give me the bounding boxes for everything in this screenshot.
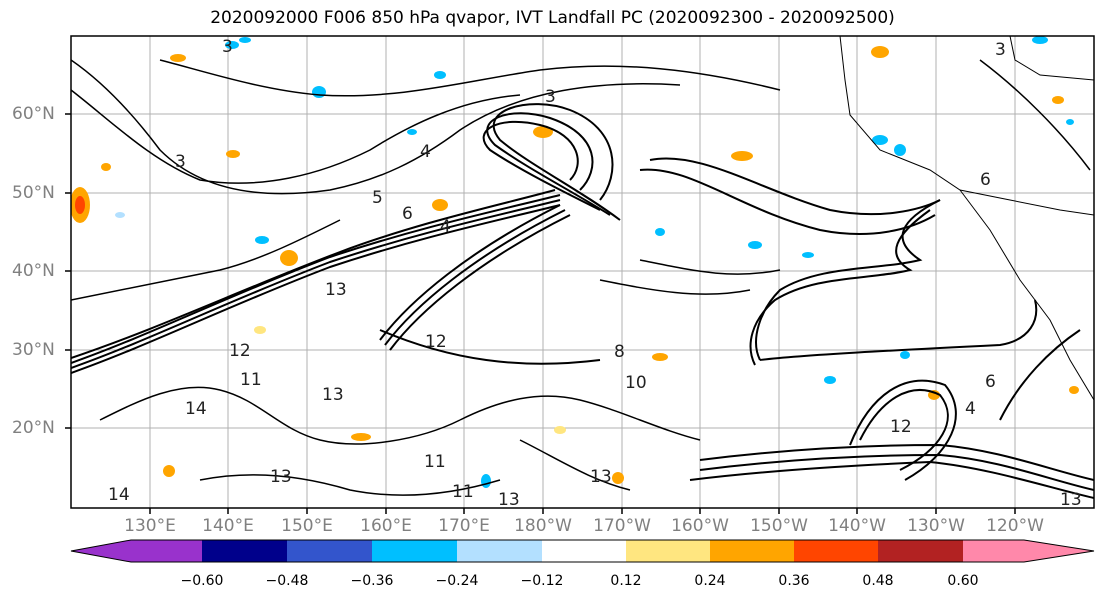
contour-label: 10 [625, 373, 647, 393]
contour-label: 3 [222, 37, 233, 57]
colorbar-tick: 0.24 [694, 573, 726, 589]
qvapor-shading [71, 36, 1079, 488]
contour-label: 13 [322, 385, 344, 405]
colorbar-tick: 0.12 [610, 573, 642, 589]
contour-label: 13 [498, 490, 520, 510]
colorbar-swatch [372, 540, 457, 562]
contour-label: 13 [1060, 490, 1082, 510]
contour-label: 5 [372, 188, 383, 208]
colorbar-tick: −0.12 [520, 573, 564, 589]
colorbar-tick: 0.36 [778, 573, 810, 589]
colorbar-swatch [287, 540, 372, 562]
lon-label: 150°E [281, 516, 333, 536]
map-frame [70, 35, 1095, 509]
colorbar-swatch [794, 540, 878, 562]
colorbar-swatch [202, 540, 287, 562]
lon-label: 150°W [750, 516, 808, 536]
contour-label: 14 [108, 485, 130, 505]
contour-label: 13 [590, 467, 612, 487]
contour-label: 11 [240, 370, 262, 390]
lat-label: 40°N [12, 261, 55, 281]
lat-label: 60°N [12, 104, 55, 124]
contour-label: 3 [995, 40, 1006, 60]
lat-label: 20°N [12, 418, 55, 438]
colorbar-tick: 0.48 [862, 573, 894, 589]
colorbar-tick: −0.48 [265, 573, 309, 589]
plot-title: 2020092000 F006 850 hPa qvapor, IVT Land… [210, 8, 895, 28]
lon-label: 160°W [671, 516, 729, 536]
lon-label: 120°W [986, 516, 1044, 536]
lon-label: 130°W [907, 516, 965, 536]
minor-contours [71, 59, 1091, 496]
lon-label: 170°E [438, 516, 490, 536]
lon-label: 130°E [124, 516, 176, 536]
colorbar-swatch [71, 540, 202, 562]
contour-label: 3 [175, 152, 186, 172]
contour-label: 11 [452, 482, 474, 502]
colorbar [70, 539, 1095, 563]
colorbar-swatch [963, 540, 1094, 562]
contour-label: 11 [424, 452, 446, 472]
lon-label: 170°W [593, 516, 651, 536]
contour-label: 13 [325, 280, 347, 300]
contour-label: 12 [425, 332, 447, 352]
colorbar-tick: −0.36 [350, 573, 394, 589]
gridlines [71, 36, 1094, 508]
colorbar-tick: −0.24 [435, 573, 479, 589]
contour-label: 14 [185, 399, 207, 419]
colorbar-tick: 0.60 [947, 573, 979, 589]
contour-label: 4 [420, 142, 431, 162]
contour-label: 6 [402, 204, 413, 224]
colorbar-swatch [457, 540, 542, 562]
contour-label: 13 [270, 467, 292, 487]
colorbar-swatch [710, 540, 794, 562]
colorbar-swatch [878, 540, 963, 562]
contour-label: 8 [614, 342, 625, 362]
lon-label: 160°E [360, 516, 412, 536]
axis-ticks [65, 113, 1016, 514]
contour-label: 12 [229, 341, 251, 361]
contour-label: 12 [890, 417, 912, 437]
lon-label: 140°E [202, 516, 254, 536]
lon-label: 140°W [828, 516, 886, 536]
lat-label: 30°N [12, 340, 55, 360]
contour-label: 6 [985, 372, 996, 392]
colorbar-tick: −0.60 [180, 573, 224, 589]
contour-label: 3 [545, 87, 556, 107]
contour-label: 4 [440, 217, 451, 237]
colorbar-outline [70, 539, 1095, 563]
ivt-contours [71, 103, 1094, 499]
contour-label: 6 [980, 170, 991, 190]
lon-label: 180°W [514, 516, 572, 536]
colorbar-swatch [542, 540, 626, 562]
lat-label: 50°N [12, 183, 55, 203]
map-panel: 3 3 3 3 4 4 5 6 6 13 12 11 13 12 13 11 1… [71, 36, 1094, 510]
contour-label: 4 [965, 399, 976, 419]
colorbar-swatch [626, 540, 710, 562]
